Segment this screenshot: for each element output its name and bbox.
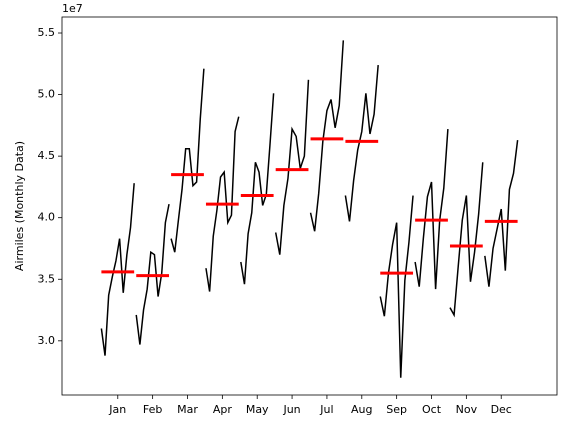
y-tick-label: 4.5 bbox=[38, 149, 56, 162]
month-line bbox=[274, 79, 310, 255]
month-line bbox=[344, 64, 379, 222]
x-tick-label: Jan bbox=[108, 403, 126, 416]
y-tick-label: 4.0 bbox=[38, 211, 56, 224]
x-tick-label: Jul bbox=[319, 403, 333, 416]
y-tick-label: 3.5 bbox=[38, 272, 56, 285]
month-line bbox=[309, 40, 345, 232]
x-tick-label: Oct bbox=[422, 403, 442, 416]
month-line bbox=[414, 128, 449, 290]
x-tick-label: Aug bbox=[351, 403, 372, 416]
x-tick-label: Feb bbox=[143, 403, 162, 416]
month-line bbox=[484, 140, 519, 287]
x-tick-label: Dec bbox=[491, 403, 512, 416]
y-tick-label: 5.5 bbox=[38, 26, 56, 39]
y-axis-label: Airmiles (Monthly Data) bbox=[13, 141, 26, 271]
x-tick-label: May bbox=[246, 403, 269, 416]
x-tick-label: Nov bbox=[456, 403, 478, 416]
x-tick-label: Jun bbox=[282, 403, 300, 416]
plot-area bbox=[61, 16, 558, 396]
month-line bbox=[170, 68, 205, 253]
month-line bbox=[100, 183, 135, 356]
y-offset-label: 1e7 bbox=[62, 2, 83, 15]
y-tick-label: 5.0 bbox=[38, 88, 56, 101]
x-tick-label: Apr bbox=[213, 403, 233, 416]
y-tick-label: 3.0 bbox=[38, 334, 56, 347]
month-line bbox=[135, 204, 170, 345]
month-line bbox=[379, 195, 414, 378]
x-tick-label: Mar bbox=[177, 403, 198, 416]
month-line bbox=[205, 116, 240, 292]
month-line bbox=[240, 93, 275, 285]
x-tick-label: Sep bbox=[386, 403, 407, 416]
month-line bbox=[449, 162, 484, 318]
